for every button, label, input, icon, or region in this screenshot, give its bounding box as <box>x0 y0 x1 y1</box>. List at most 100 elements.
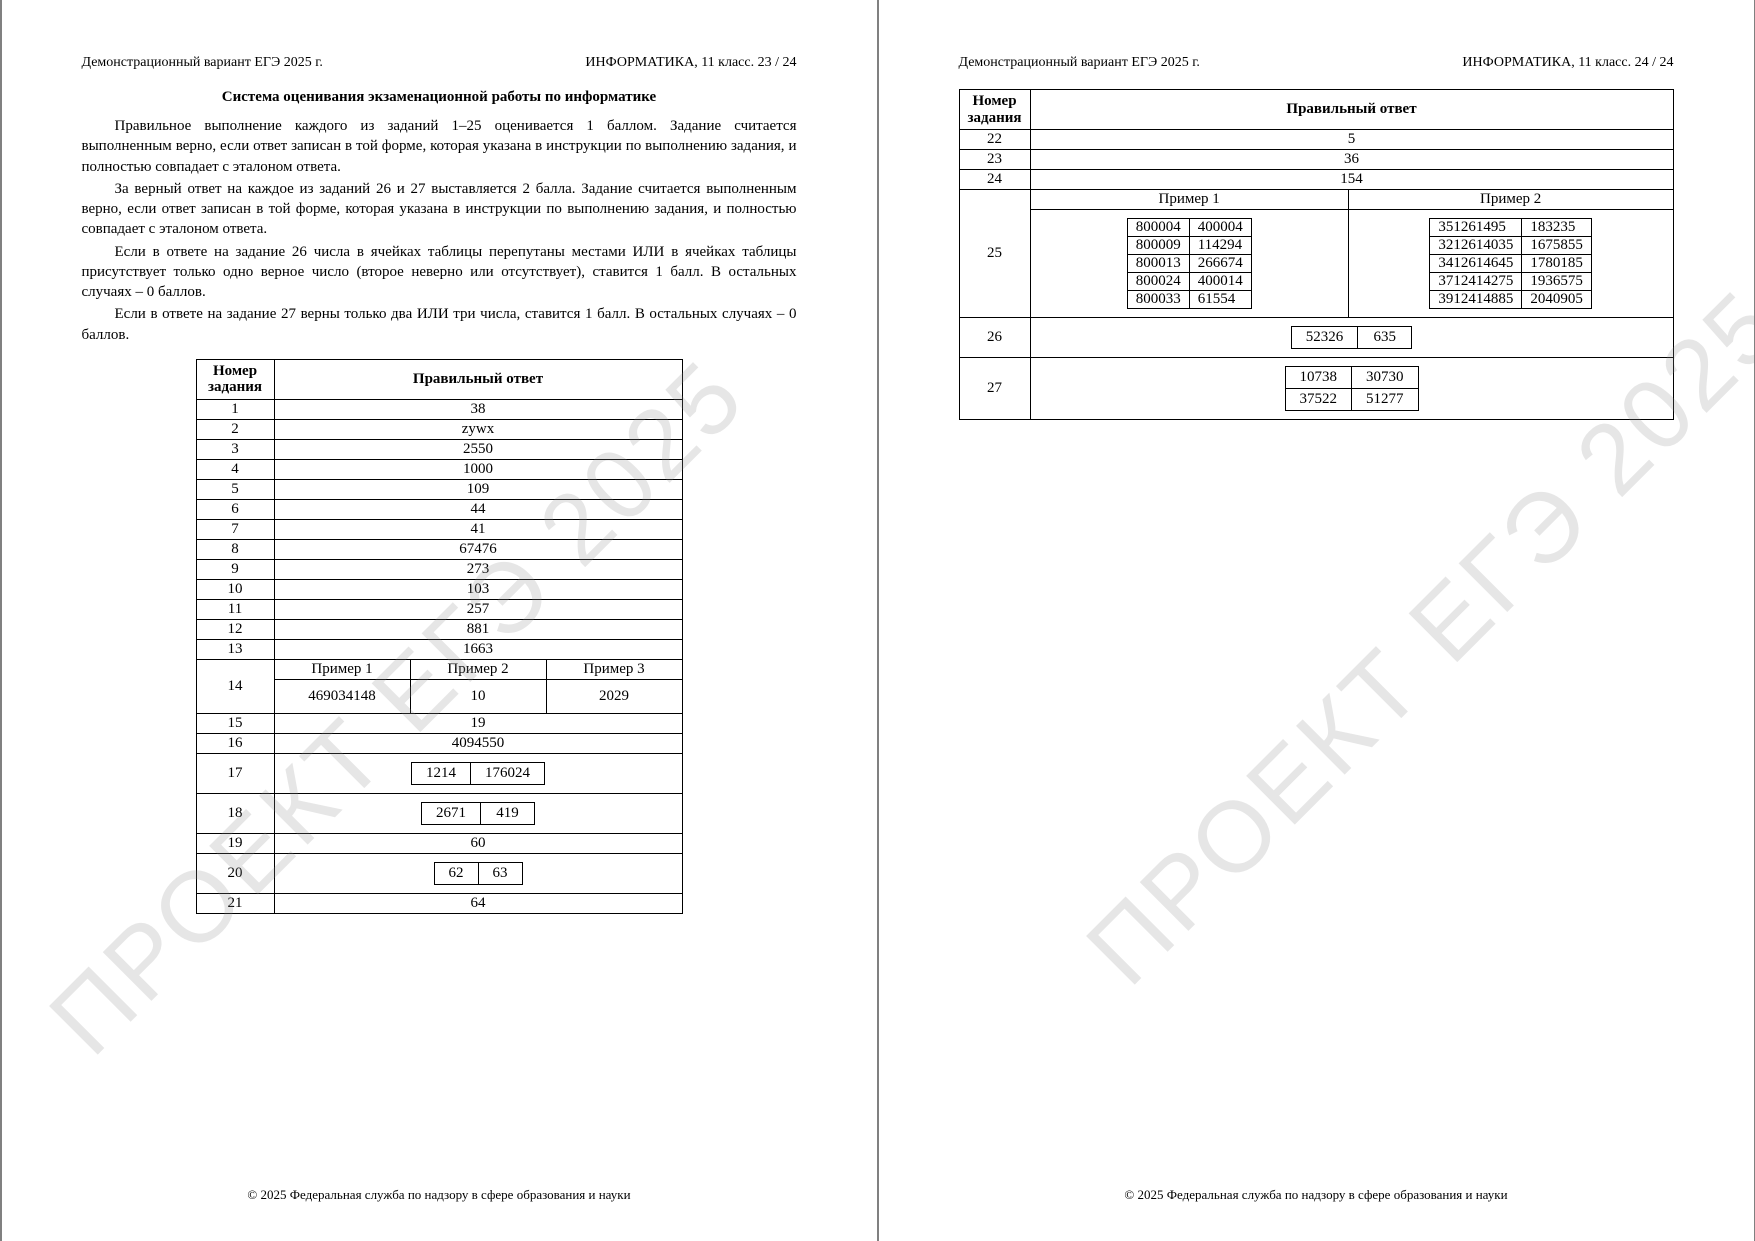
table-row-14-header: 14 Пример 1 Пример 2 Пример 3 <box>196 659 682 679</box>
table-row: 10103 <box>196 579 682 599</box>
answer-value: 61554 <box>1189 291 1251 309</box>
answer-value: 266674 <box>1189 255 1251 273</box>
answer-cell: 2671 419 <box>274 793 682 833</box>
answer-cell: 10738 30730 37522 51277 <box>1030 358 1673 420</box>
table-row: 644 <box>196 499 682 519</box>
answer-value: 2671 <box>422 802 481 824</box>
paragraph-2: За верный ответ на каждое из заданий 26 … <box>82 179 797 240</box>
task-number: 12 <box>196 619 274 639</box>
example-header: Пример 1 <box>274 659 410 679</box>
task-number: 14 <box>196 659 274 713</box>
answer-table-left: Номер задания Правильный ответ 1382zywx3… <box>196 359 683 914</box>
table-row: 12881 <box>196 619 682 639</box>
table-row: 32550 <box>196 439 682 459</box>
answer-value: 38 <box>274 399 682 419</box>
example-header: Пример 1 <box>1030 190 1348 210</box>
table-row-25-values: 8000044000048000091142948000132666748000… <box>959 210 1673 318</box>
answer-value: 19 <box>274 713 682 733</box>
answer-value: 63 <box>478 862 522 884</box>
table-row-18: 18 2671 419 <box>196 793 682 833</box>
task-number: 15 <box>196 713 274 733</box>
task-number: 13 <box>196 639 274 659</box>
table-row-17: 17 1214 176024 <box>196 753 682 793</box>
task-number: 4 <box>196 459 274 479</box>
paragraph-4: Если в ответе на задание 27 верны только… <box>82 304 797 345</box>
answer-value: 3712414275 <box>1430 273 1522 291</box>
task-number: 27 <box>959 358 1030 420</box>
example-header: Пример 2 <box>1348 190 1673 210</box>
answer-value: 114294 <box>1189 237 1251 255</box>
answer-value: 800024 <box>1127 273 1189 291</box>
task-number: 24 <box>959 170 1030 190</box>
table-row-27: 27 10738 30730 37522 51277 <box>959 358 1673 420</box>
task-number: 23 <box>959 150 1030 170</box>
task-number: 21 <box>196 893 274 913</box>
table-row: 2zywx <box>196 419 682 439</box>
table-row: 41000 <box>196 459 682 479</box>
header-right: ИНФОРМАТИКА, 11 класс. 24 / 24 <box>1462 55 1673 71</box>
table-row: 11257 <box>196 599 682 619</box>
answer-value: 400014 <box>1189 273 1251 291</box>
answer-value: 176024 <box>471 762 545 784</box>
answer-value: 800033 <box>1127 291 1189 309</box>
answer-value: 51277 <box>1352 389 1419 411</box>
table-row: 9273 <box>196 559 682 579</box>
answer-value: 37522 <box>1285 389 1352 411</box>
task-number: 26 <box>959 318 1030 358</box>
answer-value: 183235 <box>1522 219 1592 237</box>
answer-value: 64 <box>274 893 682 913</box>
task-number: 16 <box>196 733 274 753</box>
table-row: 2336 <box>959 150 1673 170</box>
task-number: 20 <box>196 853 274 893</box>
task-number: 8 <box>196 539 274 559</box>
header-right: ИНФОРМАТИКА, 11 класс. 23 / 24 <box>585 55 796 71</box>
task-number: 6 <box>196 499 274 519</box>
table-row: 867476 <box>196 539 682 559</box>
page-left: ПРОЕКТ ЕГЭ 2025 Демонстрационный вариант… <box>2 0 877 1241</box>
example-value: 469034148 <box>274 679 410 713</box>
page-header: Демонстрационный вариант ЕГЭ 2025 г. ИНФ… <box>959 55 1674 71</box>
task-number: 7 <box>196 519 274 539</box>
answer-value: 400004 <box>1189 219 1251 237</box>
table-row-21: 21 64 <box>196 893 682 913</box>
example-header: Пример 3 <box>546 659 682 679</box>
answer-value: 1936575 <box>1522 273 1592 291</box>
answer-value: 3412614645 <box>1430 255 1522 273</box>
table-row: 741 <box>196 519 682 539</box>
answer-value: 351261495 <box>1430 219 1522 237</box>
page-footer: © 2025 Федеральная служба по надзору в с… <box>2 1187 877 1203</box>
example-header: Пример 2 <box>410 659 546 679</box>
answer-cell: 52326 635 <box>1030 318 1673 358</box>
answer-value: 635 <box>1358 327 1412 349</box>
task-number: 19 <box>196 833 274 853</box>
task-number: 17 <box>196 753 274 793</box>
answer-value: 1663 <box>274 639 682 659</box>
table-row: 164094550 <box>196 733 682 753</box>
answer-value: 1214 <box>412 762 471 784</box>
example-1-cell: 8000044000048000091142948000132666748000… <box>1030 210 1348 318</box>
col-header-answer: Правильный ответ <box>1030 90 1673 130</box>
answer-value: 2040905 <box>1522 291 1592 309</box>
task-number: 18 <box>196 793 274 833</box>
table-row: 5109 <box>196 479 682 499</box>
answer-value: 103 <box>274 579 682 599</box>
answer-value: 881 <box>274 619 682 639</box>
task-number: 10 <box>196 579 274 599</box>
answer-table-right: Номер задания Правильный ответ 225233624… <box>959 89 1674 420</box>
answer-value: 800013 <box>1127 255 1189 273</box>
answer-value: 5 <box>1030 130 1673 150</box>
table-row: 24154 <box>959 170 1673 190</box>
answer-value: 1780185 <box>1522 255 1592 273</box>
table-row-19: 19 60 <box>196 833 682 853</box>
answer-value: 3212614035 <box>1430 237 1522 255</box>
paragraph-1: Правильное выполнение каждого из заданий… <box>82 116 797 177</box>
answer-value: 41 <box>274 519 682 539</box>
answer-value: 154 <box>1030 170 1673 190</box>
table-row: 1519 <box>196 713 682 733</box>
header-left: Демонстрационный вариант ЕГЭ 2025 г. <box>82 55 323 71</box>
answer-value: 10738 <box>1285 367 1352 389</box>
task-number: 1 <box>196 399 274 419</box>
answer-value: 273 <box>274 559 682 579</box>
table-row-26: 26 52326 635 <box>959 318 1673 358</box>
task-number: 2 <box>196 419 274 439</box>
